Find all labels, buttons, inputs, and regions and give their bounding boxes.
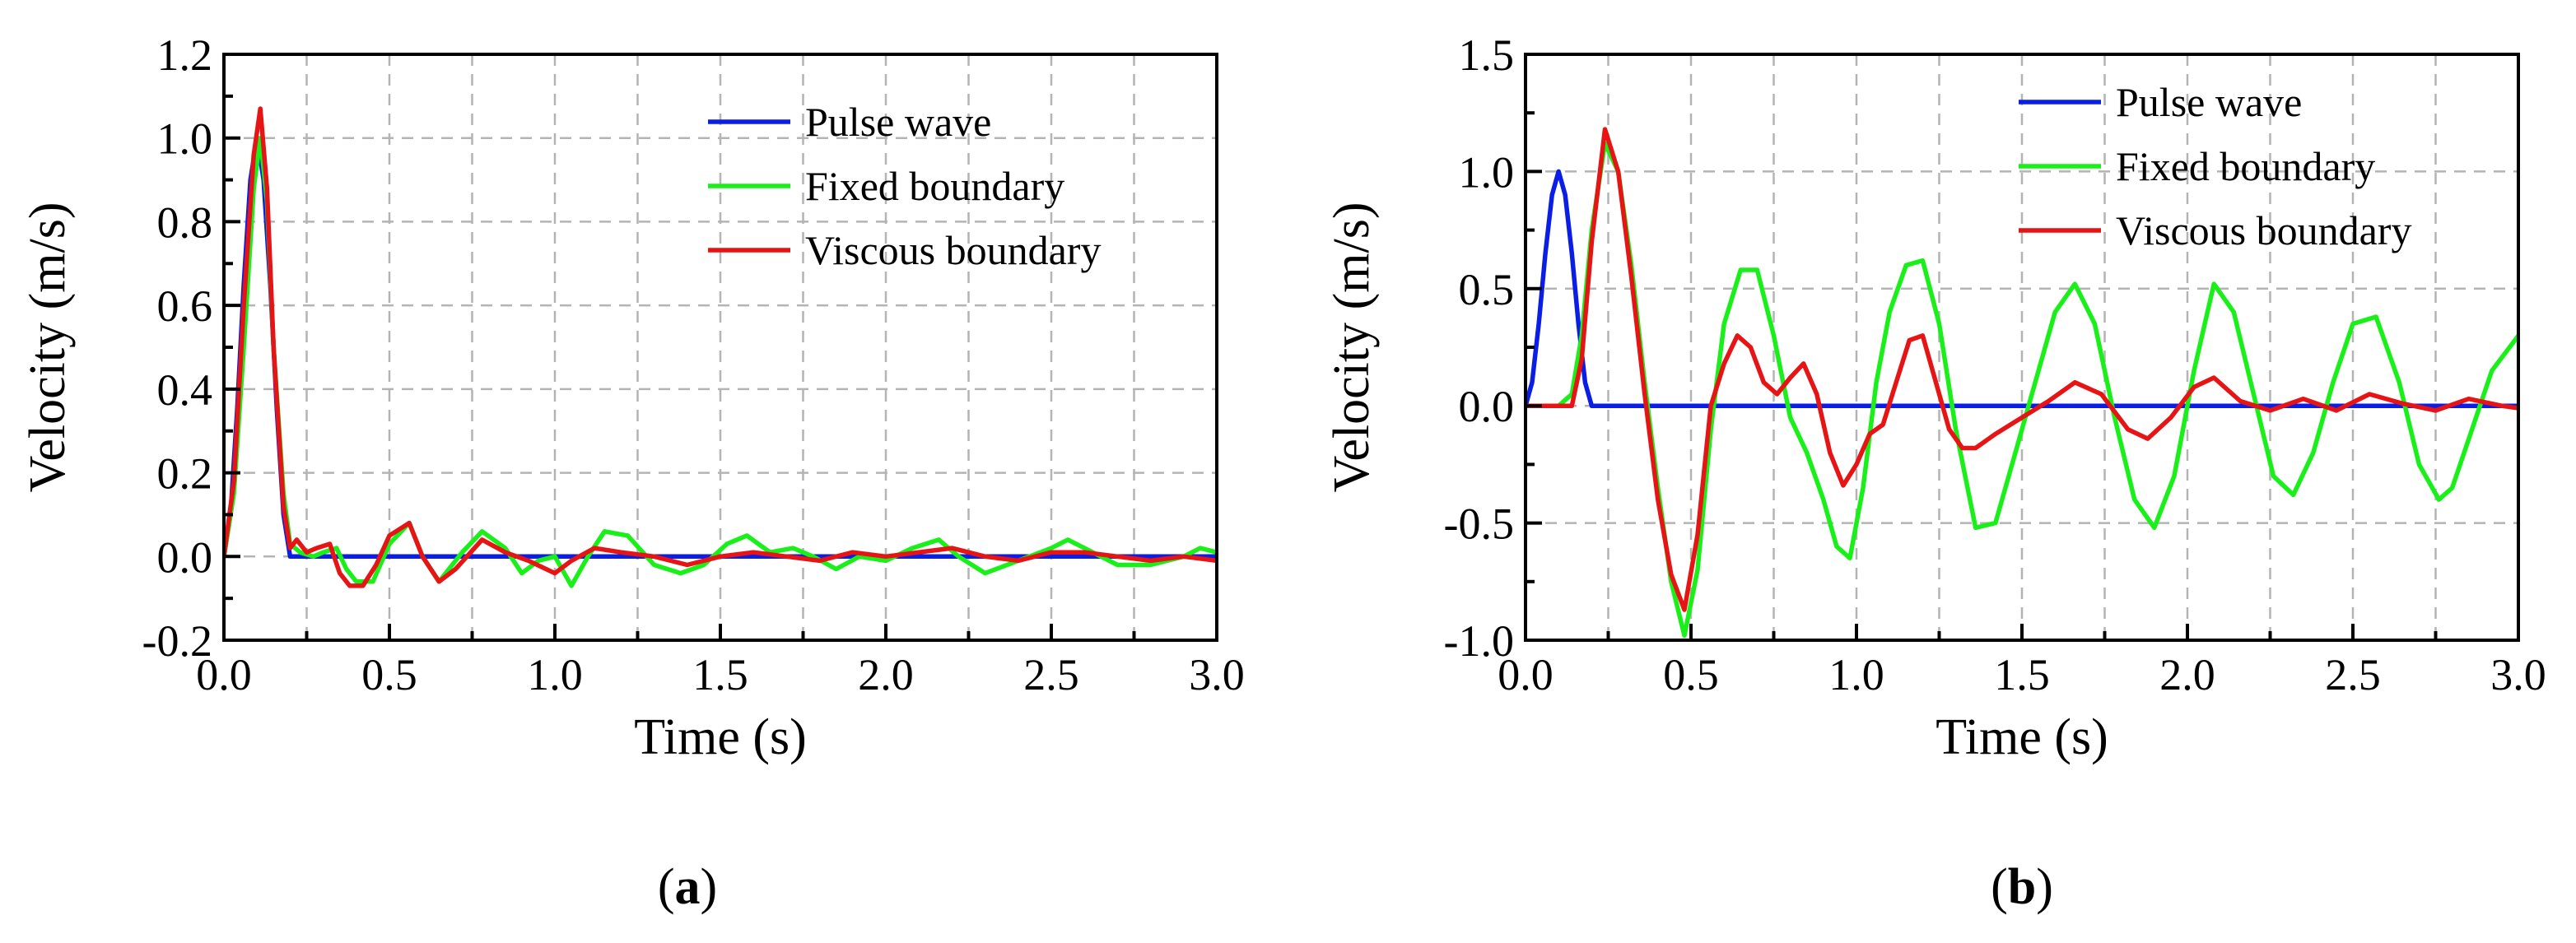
y-tick-label: 0.5 [1459,265,1515,314]
caption-open-paren: ( [1991,859,2008,915]
x-tick-label: 3.0 [1189,650,1245,699]
legend-label-fixed-boundary: Fixed boundary [2116,143,2375,189]
x-axis-title: Time (s) [634,709,807,765]
chart-b: 0.0 0.5 1.0 1.5 2.0 2.5 3.0 -1.0 -0.5 0.0 0.5 1.0 1.… [1324,30,2546,915]
legend: Pulse wave Fixed boundary Viscous boundary [2019,79,2411,253]
legend-label-pulse-wave: Pulse wave [805,99,991,145]
x-tick-label: 0.0 [1498,650,1554,699]
x-tick-label: 3.0 [2490,650,2546,699]
gridlines [1526,54,2518,640]
y-axis: -1.0 -0.5 0.0 0.5 1.0 1.5 [1444,30,1542,666]
y-tick-label: 0.8 [157,197,213,247]
panel-caption: (a) [658,859,717,915]
y-tick-label: 0.6 [157,281,213,331]
x-tick-label: 2.0 [858,650,914,699]
y-axis-title: Velocity (m/s) [1324,202,1380,493]
legend-label-pulse-wave: Pulse wave [2116,79,2302,125]
series-line-viscous-boundary [1526,127,2518,612]
series-line-pulse-wave [1526,169,2518,408]
y-tick-label: 1.2 [157,30,213,80]
x-axis: 0.0 0.5 1.0 1.5 2.0 2.5 3.0 [196,624,1245,699]
y-tick-label: 0.0 [1459,382,1515,431]
x-tick-label: 2.0 [2159,650,2215,699]
x-tick-label: 1.0 [1828,650,1884,699]
y-tick-label: 0.2 [157,449,213,499]
legend-label-viscous-boundary: Viscous boundary [805,227,1101,273]
y-axis-title: Velocity (m/s) [20,202,76,493]
legend: Pulse wave Fixed boundary Viscous boundary [708,99,1101,273]
x-tick-label: 1.0 [527,650,583,699]
legend-label-fixed-boundary: Fixed boundary [805,163,1064,209]
caption-letter: b [2008,859,2036,915]
y-axis: -0.2 0.0 0.2 0.4 0.6 0.8 1.0 1.2 [142,30,240,666]
y-tick-label: 1.0 [157,114,213,164]
series-lines [224,106,1217,588]
x-axis: 0.0 0.5 1.0 1.5 2.0 2.5 3.0 [1498,624,2546,699]
caption-close-paren: ) [701,859,718,915]
y-tick-label: 1.5 [1459,30,1515,80]
y-tick-label: 0.4 [157,365,213,415]
y-tick-label: -0.2 [142,616,212,666]
x-tick-label: 1.5 [692,650,748,699]
x-tick-label: 2.5 [1023,650,1079,699]
series-line-viscous-boundary [224,106,1217,588]
x-tick-label: 0.5 [361,650,417,699]
series-line-fixed-boundary [224,135,1217,588]
y-tick-label: 1.0 [1459,147,1515,197]
x-tick-label: 0.5 [1663,650,1719,699]
panel-caption: (b) [1991,859,2053,915]
x-axis-title: Time (s) [1935,709,2108,765]
chart-a: 0.0 0.5 1.0 1.5 2.0 2.5 3.0-0.20.00.20.40.60.8… [20,30,1245,915]
x-tick-label: 1.5 [1994,650,2050,699]
series-lines [1526,127,2518,639]
legend-label-viscous-boundary: Viscous boundary [2116,207,2411,253]
x-tick-label: 2.5 [2325,650,2381,699]
y-tick-label: -1.0 [1444,616,1514,666]
caption-open-paren: ( [658,859,675,915]
caption-close-paren: ) [2036,859,2053,915]
y-tick-label: -0.5 [1444,499,1514,549]
caption-letter: a [675,859,701,915]
y-tick-label: 0.0 [157,532,213,582]
x-tick-label: 0.0 [196,650,252,699]
